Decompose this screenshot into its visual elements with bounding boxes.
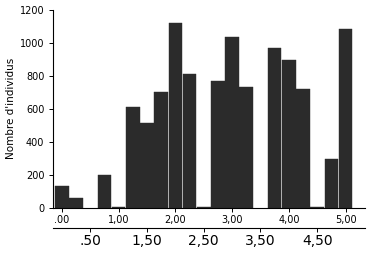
Bar [282,60,296,208]
Bar [240,87,253,208]
Bar [154,92,168,208]
Bar [112,207,125,208]
Y-axis label: Nombre d'individus: Nombre d'individus [6,58,16,160]
Bar [168,23,182,208]
Bar [325,159,338,208]
Bar [140,123,154,208]
Bar [311,207,324,208]
Bar [296,89,310,208]
Bar [69,198,83,208]
Bar [339,29,352,208]
Bar [98,175,111,208]
Bar [55,186,69,208]
Bar [126,107,139,208]
Bar [225,37,239,208]
Bar [197,207,211,208]
Bar [268,49,282,208]
Bar [211,81,225,208]
Bar [183,74,196,208]
